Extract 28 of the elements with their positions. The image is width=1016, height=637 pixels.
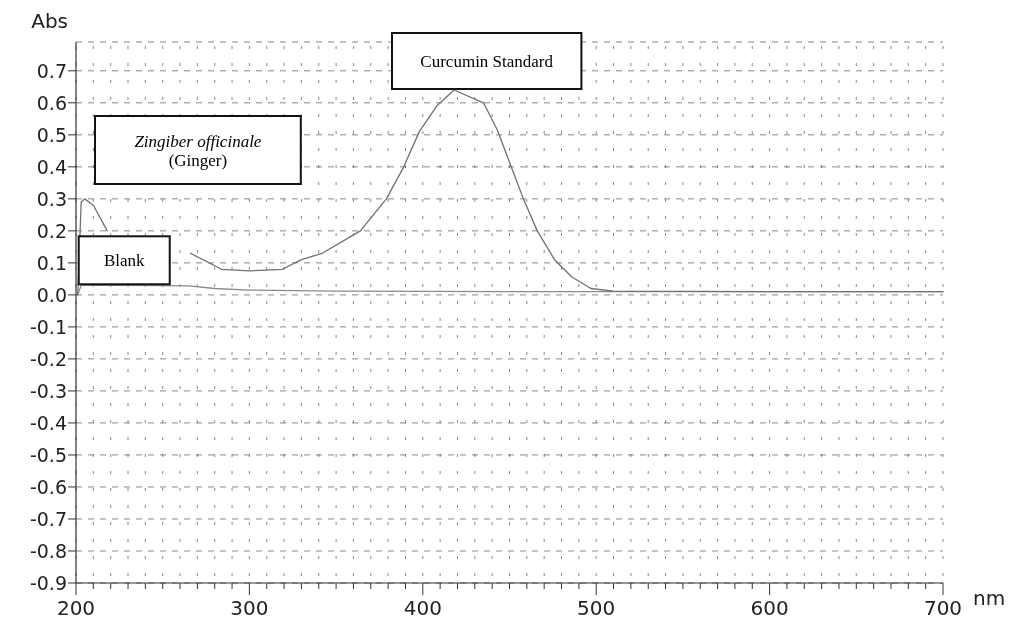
y-tick-label: -0.6 xyxy=(29,475,67,498)
x-tick-label: 700 xyxy=(923,596,963,620)
y-tick-label: 0.0 xyxy=(36,283,67,306)
y-tick-label: 0.3 xyxy=(36,187,67,210)
y-tick-label: -0.7 xyxy=(29,507,67,530)
y-tick-label: -0.9 xyxy=(29,572,67,594)
y-tick-label: 0.6 xyxy=(36,91,67,114)
x-tick-label: 600 xyxy=(750,596,789,620)
y-tick-label: 0.5 xyxy=(36,123,67,146)
x-axis-title: nm xyxy=(973,586,1006,610)
y-tick-label: -0.1 xyxy=(29,315,67,338)
x-tick-label: 400 xyxy=(403,596,442,620)
y-tick-label: 0.2 xyxy=(36,219,67,242)
x-tick-label: 300 xyxy=(230,596,269,620)
y-tick-label: -0.8 xyxy=(29,539,67,562)
annotation: Curcumin Standard xyxy=(420,52,554,71)
y-tick-label: 0.4 xyxy=(36,155,67,178)
y-tick-label: -0.2 xyxy=(29,347,67,370)
y-tick-label: -0.4 xyxy=(29,411,67,434)
series-label: Blank xyxy=(103,251,146,271)
annotation: Zingiber officinale (Ginger) xyxy=(134,131,262,170)
y-tick-label: -0.3 xyxy=(29,379,67,402)
y-tick-label: 0.1 xyxy=(36,251,67,274)
x-tick-label: 500 xyxy=(577,596,616,620)
y-tick-label: -0.5 xyxy=(29,443,67,466)
y-tick-label: 0.7 xyxy=(36,59,67,82)
x-tick-label: 200 xyxy=(56,596,96,620)
y-axis-title: Abs xyxy=(31,9,68,33)
